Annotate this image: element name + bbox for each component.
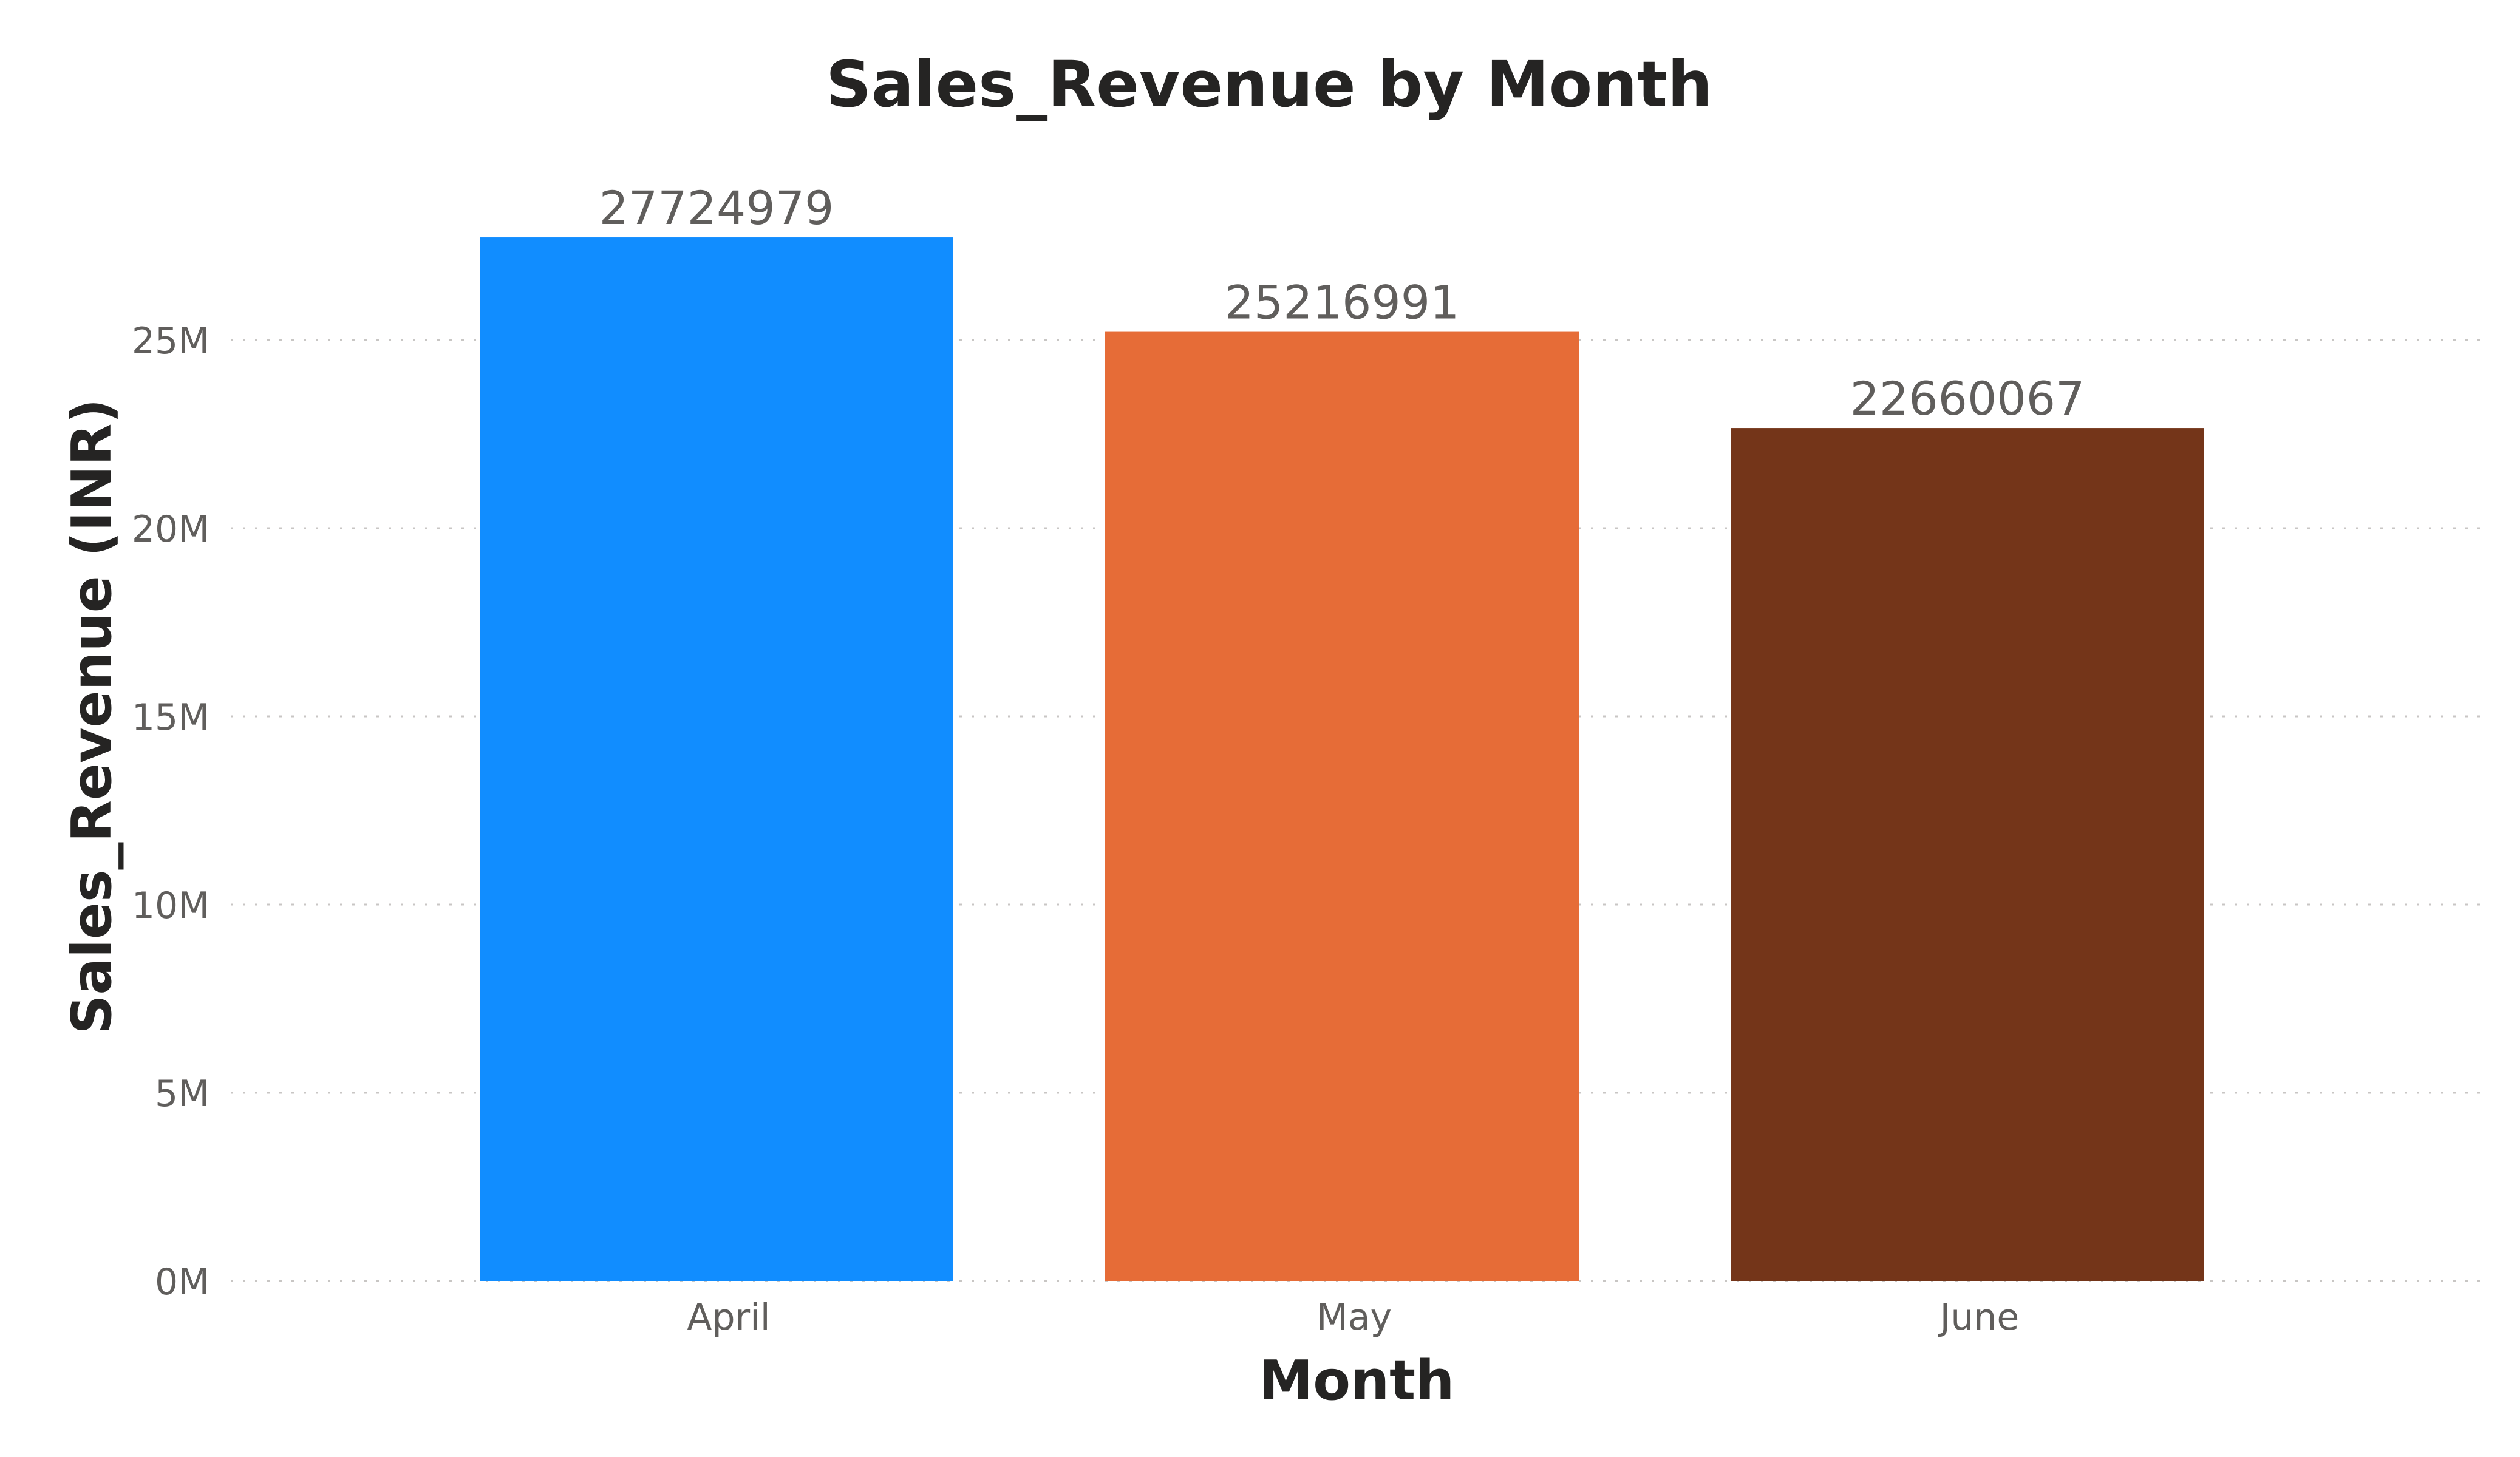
x-tick-label: May [1316,1296,1392,1339]
data-label: 22660067 [1850,372,2085,426]
x-tick-label: June [1938,1296,2020,1339]
bars: 27724979 25216991 22660067 [480,181,2204,1281]
bar-april[interactable] [480,237,953,1281]
chart-title: Sales_Revenue by Month [826,47,1712,121]
y-tick-label: 20M [132,508,209,551]
y-tick-label: 5M [155,1073,209,1115]
x-axis-ticks: April May June [687,1296,2019,1339]
y-axis-ticks: 0M 5M 10M 15M 20M 25M [132,320,209,1303]
bar-june[interactable] [1731,428,2204,1281]
y-tick-label: 25M [132,320,209,362]
y-tick-label: 15M [132,696,209,739]
y-axis-title: Sales_Revenue (INR) [60,399,124,1034]
y-tick-label: 0M [155,1261,209,1303]
data-label: 25216991 [1225,276,1460,330]
x-axis-title: Month [1259,1349,1455,1413]
y-tick-label: 10M [132,885,209,927]
data-label: 27724979 [599,181,834,235]
x-tick-label: April [687,1296,770,1339]
bar-may[interactable] [1105,332,1579,1281]
